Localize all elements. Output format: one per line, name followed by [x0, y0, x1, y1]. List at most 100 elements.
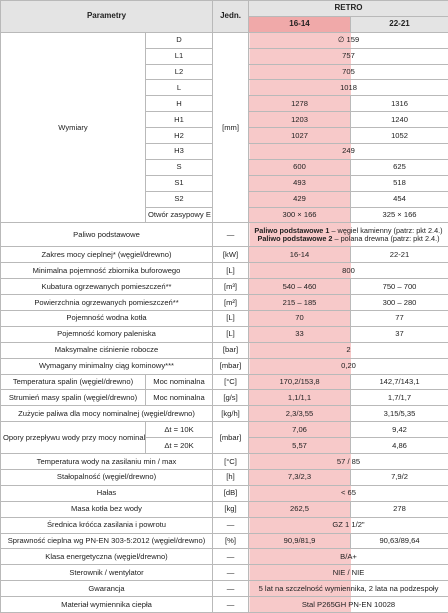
value: 429 [249, 191, 351, 207]
param-row: Średnica króćca zasilania i powrotu—GZ 1… [1, 517, 448, 533]
unit: [°C] [213, 454, 249, 470]
fuel-name: Paliwo podstawowe 2 [257, 234, 332, 243]
dimension-name: H1 [146, 112, 213, 128]
value-merged: ∅ 159 [249, 32, 448, 48]
header-variant: 16-14 [249, 16, 351, 32]
value: 90,9/81,9 [249, 533, 351, 549]
dimension-name: L1 [146, 48, 213, 64]
param-row: Maksymalne ciśnienie robocze[bar]2 [1, 342, 448, 358]
unit: [L] [213, 263, 249, 279]
param: Wymagany minimalny ciąg kominowy*** [1, 358, 213, 374]
unit: [L] [213, 326, 249, 342]
param-sub: Δt = 20K [146, 438, 213, 454]
unit: [°C] [213, 374, 249, 390]
value-merged: Stal P265GH PN-EN 10028 [249, 597, 448, 613]
value: 750 – 700 [351, 279, 448, 295]
dimension-name: L2 [146, 64, 213, 80]
param-row: Temperatura wody na zasilaniu min / max[… [1, 454, 448, 470]
dimension-name: H [146, 96, 213, 112]
header-row: Parametry Jedn. RETRO [1, 1, 448, 17]
param-row: Powierzchnia ogrzewanych pomieszczeń**[m… [1, 295, 448, 311]
unit: [L] [213, 311, 249, 327]
param-row: Opory przepływu wody przy mocy nominalne… [1, 422, 448, 438]
dimension-label: Wymiary [1, 32, 146, 223]
value: 625 [351, 159, 448, 175]
value: 16-14 [249, 247, 351, 263]
header-unit: Jedn. [213, 1, 249, 33]
dimension-name: S2 [146, 191, 213, 207]
value: 142,7/143,1 [351, 374, 448, 390]
value: 300 – 280 [351, 295, 448, 311]
param-sub: Moc nominalna [146, 374, 213, 390]
value: 9,42 [351, 422, 448, 438]
value: 300 × 166 [249, 207, 351, 223]
value: 1,1/1,1 [249, 390, 351, 406]
value-merged: B/A+ [249, 549, 448, 565]
param-row: Kubatura ogrzewanych pomieszczeń**[m³]54… [1, 279, 448, 295]
param-sub: Δt = 10K [146, 422, 213, 438]
param: Opory przepływu wody przy mocy nominalne… [1, 422, 146, 454]
value: 454 [351, 191, 448, 207]
param: Gwarancja [1, 581, 213, 597]
unit: [mbar] [213, 358, 249, 374]
unit: [dB] [213, 485, 249, 501]
dimension-name: S [146, 159, 213, 175]
unit: [m³] [213, 279, 249, 295]
value-merged: 757 [249, 48, 448, 64]
param-row: Gwarancja—5 lat na szczelność wymiennika… [1, 581, 448, 597]
dimension-name: H3 [146, 144, 213, 160]
unit: [kW] [213, 247, 249, 263]
param: Materiał wymiennika ciepła [1, 597, 213, 613]
fuel-desc: – polana drewna (patrz: pkt 2.4.) [332, 234, 439, 243]
param: Powierzchnia ogrzewanych pomieszczeń** [1, 295, 213, 311]
param: Stałopalność (węgiel/drewno) [1, 469, 213, 485]
param-row: Materiał wymiennika ciepła—Stal P265GH P… [1, 597, 448, 613]
value: 518 [351, 175, 448, 191]
value: 493 [249, 175, 351, 191]
param-row: Paliwo podstawowe—Paliwo podstawowe 1 – … [1, 223, 448, 247]
param: Masa kotła bez wody [1, 501, 213, 517]
param: Zakres mocy cieplnej* (węgiel/drewno) [1, 247, 213, 263]
value: 1027 [249, 128, 351, 144]
value: 33 [249, 326, 351, 342]
param: Sterownik / wentylator [1, 565, 213, 581]
value: 4,86 [351, 438, 448, 454]
unit: — [213, 581, 249, 597]
param: Temperatura wody na zasilaniu min / max [1, 454, 213, 470]
unit: [kg] [213, 501, 249, 517]
value-merged: 5 lat na szczelność wymiennika, 2 lata n… [249, 581, 448, 597]
param: Strumień masy spalin (węgiel/drewno) [1, 390, 146, 406]
unit: [g/s] [213, 390, 249, 406]
param: Klasa energetyczna (węgiel/drewno) [1, 549, 213, 565]
value-merged: 0,20 [249, 358, 448, 374]
dimension-name: L [146, 80, 213, 96]
value: 278 [351, 501, 448, 517]
value: 325 × 166 [351, 207, 448, 223]
unit: — [213, 223, 249, 247]
value: 170,2/153,8 [249, 374, 351, 390]
value: 77 [351, 311, 448, 327]
param: Pojemność komory paleniska [1, 326, 213, 342]
header-model: RETRO [249, 1, 448, 17]
param-row: Strumień masy spalin (węgiel/drewno)Moc … [1, 390, 448, 406]
value: 7,9/2 [351, 469, 448, 485]
param-row: Zakres mocy cieplnej* (węgiel/drewno)[kW… [1, 247, 448, 263]
param: Zużycie paliwa dla mocy nominalnej (węgi… [1, 406, 213, 422]
value: 5,57 [249, 438, 351, 454]
value: 1240 [351, 112, 448, 128]
unit: [mm] [213, 32, 249, 223]
value: 1203 [249, 112, 351, 128]
param-row: Wymagany minimalny ciąg kominowy***[mbar… [1, 358, 448, 374]
param: Temperatura spalin (węgiel/drewno) [1, 374, 146, 390]
value-merged: GZ 1 1/2" [249, 517, 448, 533]
value-merged: Paliwo podstawowe 1 – węgiel kamienny (p… [249, 223, 448, 247]
unit: [mbar] [213, 422, 249, 454]
value-merged: 249 [249, 144, 448, 160]
param: Maksymalne ciśnienie robocze [1, 342, 213, 358]
